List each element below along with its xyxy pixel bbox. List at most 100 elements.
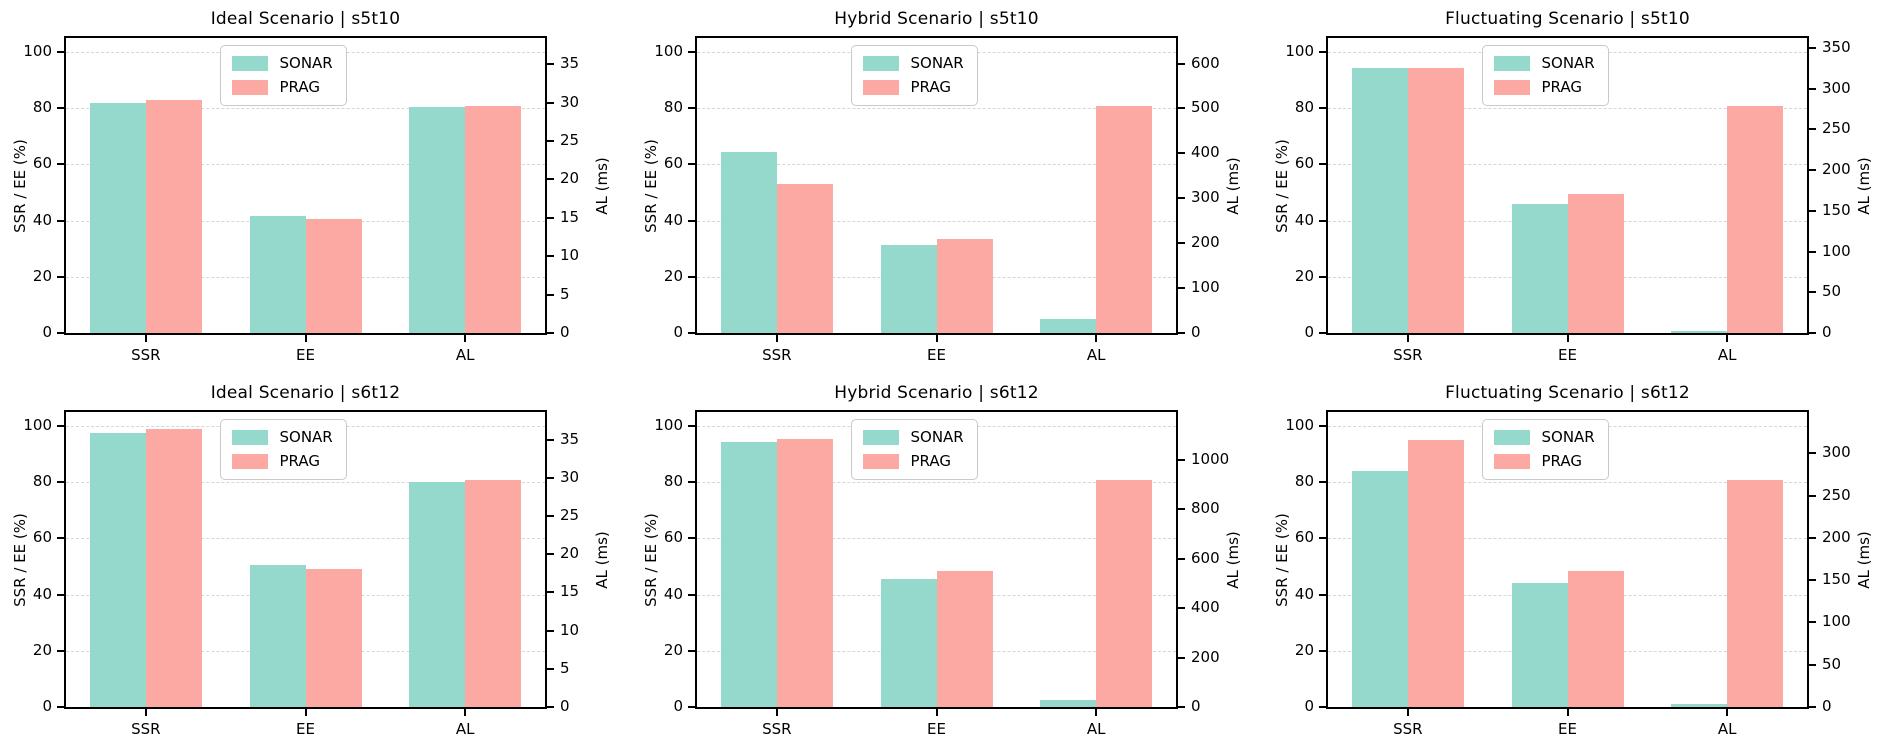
y-right-tick-label: 20 (560, 169, 580, 188)
bar-prag-ssr (146, 99, 202, 333)
legend-label-sonar: SONAR (910, 428, 964, 446)
x-tick (775, 335, 778, 342)
y-left-tick-label: 100 (23, 416, 52, 435)
legend-item-sonar: SONAR (1493, 428, 1595, 446)
bar-sonar-ee (1512, 583, 1568, 707)
y-left-tick (57, 51, 64, 54)
x-tick-label-ssr: SSR (1393, 720, 1423, 738)
bar-prag-al (1727, 480, 1783, 707)
y-left-tick (1319, 706, 1326, 708)
legend-label-sonar: SONAR (1541, 54, 1595, 72)
y-right-axis-label: AL (ms) (1855, 530, 1873, 589)
y-left-tick-label: 20 (32, 266, 52, 285)
y-left-tick (688, 425, 695, 428)
y-left-tick (688, 481, 695, 484)
y-left-tick (57, 537, 64, 540)
y-right-tick (1178, 557, 1185, 560)
y-right-tick (547, 514, 554, 517)
y-right-tick-label: 0 (560, 323, 570, 341)
y-right-axis-label: AL (ms) (1224, 530, 1242, 589)
bar-sonar-ssr (1352, 471, 1408, 707)
x-tick-label-al: AL (1717, 346, 1737, 364)
x-tick-label-ssr: SSR (762, 720, 792, 738)
y-left-axis-label: SSR / EE (%) (11, 138, 29, 233)
y-right-tick-label: 0 (1191, 697, 1201, 715)
bar-prag-al (1096, 106, 1152, 333)
x-tick-label-ee: EE (1558, 346, 1577, 364)
legend: SONAR PRAG (850, 419, 978, 480)
bar-prag-ee (1568, 193, 1624, 333)
bar-sonar-ssr (721, 441, 777, 707)
y-left-tick (688, 275, 695, 278)
legend-swatch-prag (231, 454, 268, 469)
y-left-tick-label: 100 (23, 42, 52, 61)
legend-swatch-prag (1493, 454, 1530, 469)
gridline (1328, 482, 1807, 484)
y-left-tick-label: 80 (1294, 472, 1314, 491)
y-right-tick-label: 600 (1191, 53, 1220, 72)
y-right-tick (547, 476, 554, 479)
y-right-tick-label: 5 (560, 658, 570, 677)
gridline (697, 482, 1176, 484)
chart-title: Fluctuating Scenario | s5t10 (1445, 9, 1690, 29)
bar-sonar-al (1671, 704, 1727, 707)
y-right-tick (1809, 494, 1816, 497)
y-right-tick-label: 20 (560, 544, 580, 563)
legend-swatch-prag (862, 454, 899, 469)
x-tick (1406, 335, 1409, 342)
subplot-fluctuating-scenario-s5t10: Fluctuating Scenario | s5t10 0 20 40 60 80 100… (1262, 0, 1893, 374)
y-left-tick (57, 481, 64, 484)
y-left-tick (1319, 481, 1326, 484)
y-right-tick-label: 1000 (1191, 449, 1230, 468)
legend-label-prag: PRAG (910, 452, 951, 470)
gridline (697, 108, 1176, 110)
y-right-tick (547, 255, 554, 258)
y-left-tick-label: 40 (663, 584, 683, 603)
bar-sonar-al (409, 107, 465, 333)
y-left-tick (688, 537, 695, 540)
legend-swatch-sonar (231, 430, 268, 445)
y-left-tick-label: 0 (1304, 697, 1314, 715)
y-right-axis-label: AL (ms) (593, 156, 611, 215)
y-right-tick-label: 15 (560, 582, 580, 601)
y-right-tick (547, 139, 554, 142)
bar-prag-ssr (146, 428, 202, 707)
y-left-tick (57, 593, 64, 596)
x-tick-label-al: AL (1086, 720, 1106, 738)
y-right-tick-label: 25 (560, 505, 580, 524)
y-right-tick-label: 400 (1191, 143, 1220, 162)
x-tick-label-al: AL (455, 720, 475, 738)
y-right-tick (1178, 706, 1185, 708)
y-left-tick-label: 20 (1294, 266, 1314, 285)
y-right-tick (1809, 46, 1816, 49)
x-tick (1726, 335, 1729, 342)
legend-label-sonar: SONAR (1541, 428, 1595, 446)
y-right-tick (1178, 242, 1185, 245)
y-left-tick-label: 20 (663, 266, 683, 285)
y-right-tick (1809, 291, 1816, 294)
bar-prag-al (1096, 480, 1152, 707)
y-left-tick-label: 100 (1285, 42, 1314, 61)
y-left-tick-label: 60 (1294, 528, 1314, 547)
legend-item-sonar: SONAR (862, 55, 964, 72)
y-left-tick-label: 40 (663, 210, 683, 229)
legend-swatch-sonar (862, 56, 899, 71)
subplot-fluctuating-scenario-s6t12: Fluctuating Scenario | s6t12 0 20 40 60 80 100… (1262, 374, 1893, 748)
legend-label-prag: PRAG (279, 452, 320, 470)
bar-sonar-ssr (1352, 67, 1408, 333)
chart-title: Fluctuating Scenario | s6t12 (1445, 383, 1690, 403)
legend-swatch-prag (862, 80, 899, 95)
y-left-tick (688, 107, 695, 110)
chart-title: Ideal Scenario | s6t12 (210, 383, 401, 403)
y-right-tick-label: 250 (1822, 485, 1851, 504)
y-left-tick-label: 40 (1294, 210, 1314, 229)
y-right-tick-label: 10 (560, 246, 580, 265)
bar-sonar-ee (250, 565, 306, 707)
y-right-tick (1178, 656, 1185, 659)
y-right-tick-label: 300 (1822, 78, 1851, 97)
y-right-tick (547, 591, 554, 594)
y-right-tick-label: 35 (560, 54, 580, 73)
x-tick (144, 335, 147, 342)
y-left-tick (1319, 219, 1326, 222)
y-left-tick (1319, 593, 1326, 596)
